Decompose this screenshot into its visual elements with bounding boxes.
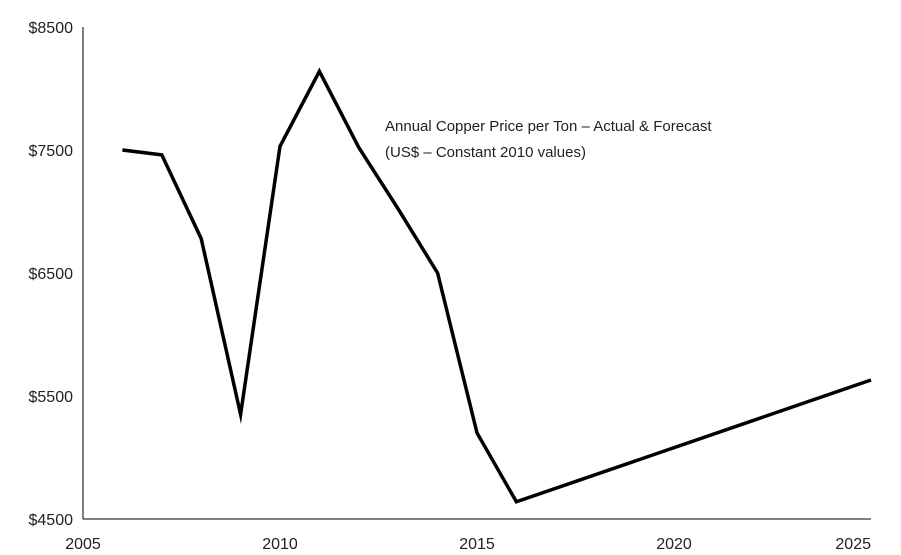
x-tick-label: 2015 [459,536,495,553]
x-tick-label: 2010 [262,536,298,553]
chart-annotation-line-1: Annual Copper Price per Ton – Actual & F… [385,118,712,135]
y-tick-label: $5500 [29,389,74,406]
copper-price-line [122,67,872,504]
x-tick-label: 2005 [65,536,101,553]
series-group [122,67,872,504]
y-tick-label: $6500 [29,266,74,283]
x-tick-label: 2025 [835,536,871,553]
y-tick-label: $4500 [29,512,74,529]
tick-labels: $4500 $5500 $6500 $7500 $8500 2005 2010 2015 202… [29,20,872,553]
chart-annotation-line-2: (US$ – Constant 2010 values) [385,144,586,161]
y-tick-label: $7500 [29,143,74,160]
y-tick-label: $8500 [29,20,74,37]
x-tick-label: 2020 [656,536,692,553]
axes [82,27,871,520]
